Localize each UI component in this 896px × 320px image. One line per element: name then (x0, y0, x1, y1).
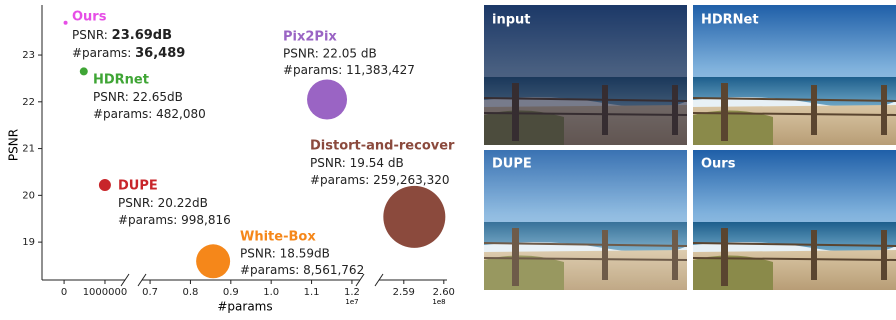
annotation-value: 19.54 dB (350, 156, 404, 170)
annotation-value: 11,383,427 (346, 63, 415, 77)
x-tick-label: 1.0 (263, 287, 279, 298)
x-offset-label: 1e7 (345, 298, 358, 306)
x-offset-label: 1e8 (432, 298, 445, 306)
y-tick-label: 20 (22, 190, 35, 201)
y-tick-label: 19 (22, 237, 35, 248)
annotation-prefix: #params: (118, 213, 177, 227)
panel-label: input (492, 13, 531, 28)
annotation-prefix: #params: (240, 263, 299, 277)
photo-dupe: DUPE (484, 150, 687, 290)
annotation-value: 18.59dB (280, 246, 330, 260)
point-name: HDRnet (93, 73, 149, 88)
y-tick-label: 22 (22, 97, 35, 108)
x-tick-label: 0.8 (182, 287, 198, 298)
annotation-prefix: #params: (310, 173, 369, 187)
annotation-prefix: #params: (283, 63, 342, 77)
photo-hdrnet: HDRNet (693, 5, 896, 145)
annotation: #params: 998,816 (118, 213, 231, 227)
panel-label: Ours (701, 157, 736, 172)
annotation-value: 22.05 dB (323, 46, 377, 60)
annotation: PSNR: 22.65dB (93, 90, 183, 104)
annotation: #params: 11,383,427 (283, 63, 415, 77)
annotation-prefix: PSNR: (93, 90, 129, 104)
annotation-value: 8,561,762 (303, 263, 364, 277)
x-tick-label: 0.9 (223, 287, 239, 298)
annotation: #params: 259,263,320 (310, 173, 449, 187)
point-name: Distort-and-recover (310, 139, 455, 154)
annotation-prefix: PSNR: (72, 28, 108, 42)
x-tick-label: 1.1 (304, 287, 320, 298)
annotation-value: 20.22dB (158, 196, 208, 210)
annotation-value: 482,080 (156, 107, 206, 121)
annotation-prefix: #params: (93, 107, 152, 121)
annotation-value: 998,816 (181, 213, 231, 227)
annotation: PSNR: 22.05 dB (283, 46, 377, 60)
x-tick-label: 2.60 (433, 287, 455, 298)
annotation: #params: 482,080 (93, 107, 206, 121)
y-axis-label: PSNR (7, 129, 21, 161)
annotation: #params: 36,489 (72, 46, 185, 61)
photo-ours: Ours (693, 150, 896, 290)
bubble (307, 79, 347, 119)
panel-label: HDRNet (701, 13, 759, 28)
bubble (99, 179, 111, 191)
annotation-value: 259,263,320 (373, 173, 449, 187)
annotation-value: 36,489 (135, 46, 185, 61)
figure: input HDRNet DUPE Ours #params PSNR 19 20… (0, 0, 896, 316)
annotation: PSNR: 18.59dB (240, 246, 330, 260)
photo-input: input (484, 5, 687, 145)
annotation: PSNR: 23.69dB (72, 28, 172, 43)
point-name: DUPE (118, 179, 158, 194)
bubble (64, 21, 68, 25)
x-tick-label: 1.2 (344, 287, 360, 298)
point-name: White-Box (240, 230, 316, 245)
annotation-prefix: PSNR: (310, 156, 346, 170)
annotation: #params: 8,561,762 (240, 263, 364, 277)
point-name: Pix2Pix (283, 30, 337, 45)
annotation: PSNR: 19.54 dB (310, 156, 404, 170)
x-tick-label: 2.59 (393, 287, 415, 298)
panel-label: DUPE (492, 157, 532, 172)
annotation-prefix: #params: (72, 46, 131, 60)
bubble (383, 186, 445, 248)
annotation-prefix: PSNR: (118, 196, 154, 210)
annotation-value: 23.69dB (112, 28, 172, 43)
x-tick-label: 0.7 (142, 287, 158, 298)
y-tick-label: 23 (22, 50, 35, 61)
annotation-value: 22.65dB (133, 90, 183, 104)
x-axis-label: #params (217, 300, 272, 314)
annotation-prefix: PSNR: (240, 246, 276, 260)
x-tick-label: 0 (61, 287, 67, 298)
y-tick-label: 21 (22, 144, 35, 155)
bubble (80, 67, 88, 75)
x-tick-label: 1000000 (83, 287, 128, 298)
chart: #params PSNR 19 20 21 22 23 0 1000000 0.7 0.8 0.9… (7, 5, 456, 314)
annotation-prefix: PSNR: (283, 46, 319, 60)
bubble (196, 244, 230, 278)
annotation: PSNR: 20.22dB (118, 196, 208, 210)
point-name: Ours (72, 10, 107, 25)
